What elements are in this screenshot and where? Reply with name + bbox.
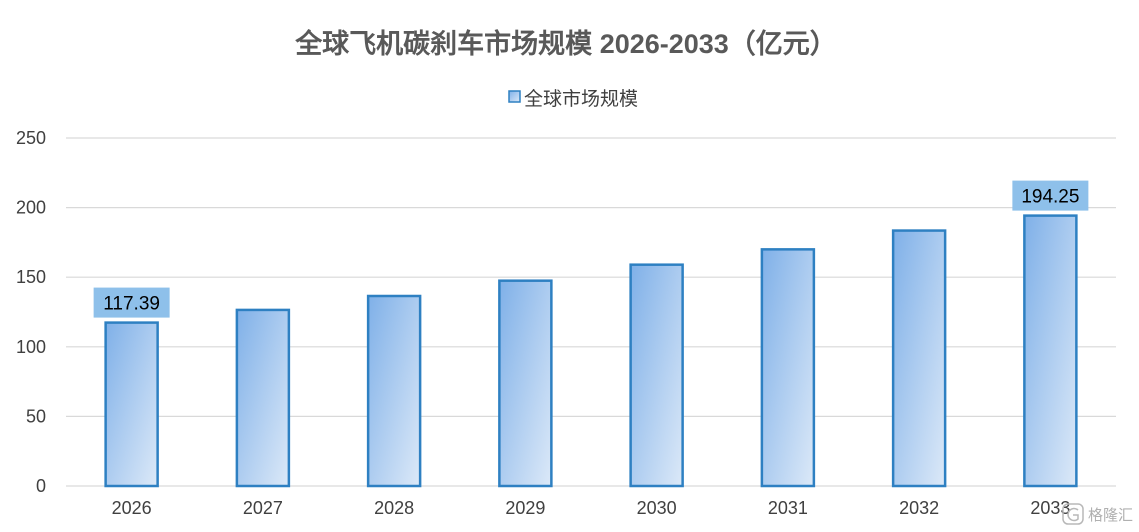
gridlines — [66, 137, 1116, 487]
y-tick-label: 0 — [36, 476, 46, 496]
y-tick-label: 50 — [26, 406, 46, 426]
bar-2029 — [498, 279, 553, 488]
x-tick-label: 2029 — [505, 498, 545, 518]
x-tick-label: 2027 — [243, 498, 283, 518]
data-label-2033: 194.25 — [1021, 187, 1079, 208]
y-tick-label: 200 — [16, 198, 46, 218]
data-label-2026: 117.39 — [103, 294, 160, 315]
bar-2031 — [760, 248, 816, 488]
x-axis-ticks: 2026 2027 2028 2029 2030 2031 2032 2033 — [112, 498, 1071, 518]
legend-label: 全球市场规模 — [524, 88, 638, 110]
bar-2028 — [366, 294, 422, 488]
bar-2032 — [891, 229, 947, 488]
data-labels: 117.39 194.25 — [93, 180, 1089, 318]
x-tick-label: 2028 — [374, 498, 414, 518]
x-tick-label: 2032 — [899, 498, 939, 518]
bar-2027 — [235, 308, 291, 488]
chart-title: 全球飞机碳刹车市场规模 2026-2033（亿元） — [294, 28, 837, 59]
watermark-text: 格隆汇 — [1088, 507, 1133, 524]
y-tick-label: 250 — [16, 128, 46, 148]
bar-2030 — [629, 263, 684, 488]
gelonghui-logo-icon — [1062, 503, 1084, 525]
bars — [104, 214, 1078, 488]
x-tick-label: 2026 — [112, 498, 152, 518]
watermark: 格隆汇 — [1062, 503, 1133, 525]
y-tick-label: 150 — [16, 267, 46, 287]
x-tick-label: 2030 — [637, 498, 677, 518]
bar-2033 — [1023, 214, 1078, 488]
data-label-box — [93, 287, 170, 318]
legend: 全球市场规模 — [508, 88, 638, 110]
y-tick-label: 100 — [16, 337, 46, 357]
x-tick-label: 2031 — [768, 498, 808, 518]
legend-swatch — [508, 90, 521, 103]
data-label-box — [1012, 180, 1089, 211]
y-axis-ticks: 0 50 100 150 200 250 — [16, 128, 46, 496]
x-tick-label: 2033 — [1030, 498, 1070, 518]
bar-2026 — [104, 321, 159, 488]
